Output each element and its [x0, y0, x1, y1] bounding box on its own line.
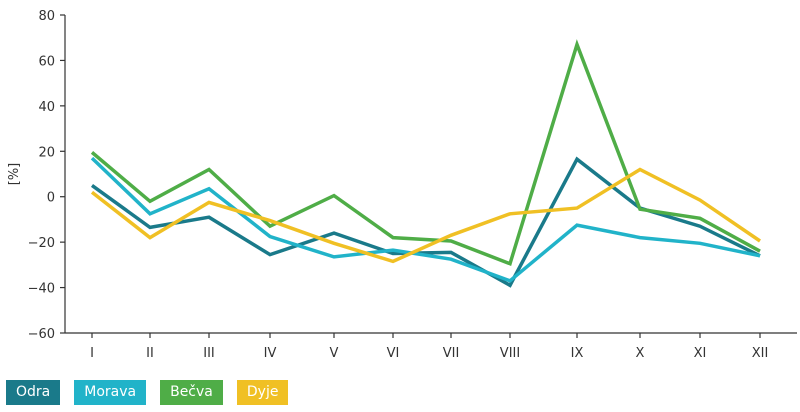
- y-tick-label: −20: [28, 236, 55, 251]
- legend-item-odra: Odra: [6, 380, 61, 405]
- y-tick-label: 60: [38, 54, 55, 69]
- y-tick-label: 0: [47, 191, 55, 206]
- x-tick-label: VI: [387, 346, 400, 361]
- series-line-dyje: [90, 167, 761, 264]
- x-tick-label: XII: [752, 346, 769, 361]
- x-tick-label: V: [330, 346, 339, 361]
- x-tick-label: III: [203, 346, 215, 361]
- x-tick-label: IX: [571, 346, 584, 361]
- x-tick-label: IV: [264, 346, 277, 361]
- legend-item-bečva: Bečva: [160, 380, 223, 405]
- legend-item-dyje: Dyje: [236, 380, 289, 405]
- y-tick-label: 80: [38, 9, 55, 24]
- y-tick-label: 40: [38, 100, 55, 115]
- y-axis-label: [%]: [7, 163, 22, 186]
- y-tick-label: 20: [38, 145, 55, 160]
- x-tick-label: VIII: [500, 346, 520, 361]
- x-tick-label: VII: [443, 346, 460, 361]
- series-line-bečva: [90, 39, 761, 267]
- x-tick-label: X: [636, 346, 645, 361]
- y-tick-label: −60: [28, 327, 55, 342]
- x-tick-label: XI: [694, 346, 707, 361]
- series-line-morava: [90, 156, 761, 283]
- y-tick-label: −40: [28, 282, 55, 297]
- x-tick-label: II: [146, 346, 154, 361]
- legend-item-morava: Morava: [74, 380, 147, 405]
- x-tick-label: I: [90, 346, 94, 361]
- chart-legend: Odra Morava Bečva Dyje: [6, 380, 289, 405]
- chart-axes: [64, 15, 797, 334]
